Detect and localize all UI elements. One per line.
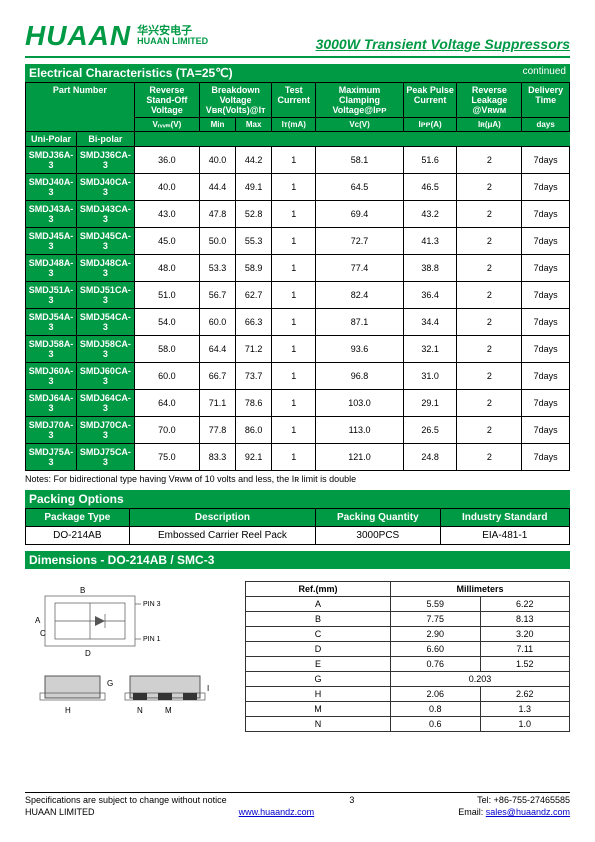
- pk-th-pkg: Package Type: [26, 509, 130, 527]
- pk-pkg: DO-214AB: [26, 527, 130, 545]
- logo-en: HUAAN LIMITED: [137, 37, 208, 47]
- table-row: H2.062.62: [246, 687, 570, 702]
- th-max: Max: [236, 118, 272, 132]
- th-vrwm: Vᵣᵥᵥₘ(V): [134, 118, 199, 132]
- svg-text:A: A: [35, 616, 41, 625]
- footer-web[interactable]: www.huaandz.com: [239, 807, 315, 817]
- svg-text:PIN 3: PIN 3: [143, 601, 161, 608]
- packing-table: Package Type Description Packing Quantit…: [25, 508, 570, 545]
- elec-section-bar: Electrical Characteristics (TA=25℃) cont…: [25, 64, 570, 82]
- table-row: SMDJ51A-3SMDJ51CA-351.056.762.7182.436.4…: [26, 282, 570, 309]
- svg-text:I: I: [207, 684, 209, 693]
- th-breakdown: Breakdown VoltageVʙʀ(Volts)@Iᴛ: [199, 83, 271, 118]
- svg-text:C: C: [40, 629, 46, 638]
- footer: Specifications are subject to change wit…: [25, 792, 570, 817]
- th-bipolar: Bi-polar: [77, 132, 135, 147]
- dims-diagram: PIN 3 PIN 1 B D A C H G N M: [25, 581, 225, 721]
- table-row: SMDJ58A-3SMDJ58CA-358.064.471.2193.632.1…: [26, 336, 570, 363]
- svg-text:PIN 1: PIN 1: [143, 636, 161, 643]
- dims-block: PIN 3 PIN 1 B D A C H G N M: [25, 581, 570, 732]
- packing-title: Packing Options: [29, 492, 124, 506]
- th-vc: Vᴄ(V): [316, 118, 403, 132]
- pk-qty: 3000PCS: [316, 527, 440, 545]
- th-ir: Iʀ(μA): [457, 118, 522, 132]
- table-row: SMDJ70A-3SMDJ70CA-370.077.886.01113.026.…: [26, 417, 570, 444]
- footer-email-link[interactable]: sales@huaandz.com: [486, 807, 570, 817]
- table-row: SMDJ75A-3SMDJ75CA-375.083.392.11121.024.…: [26, 444, 570, 471]
- page-header: HUAAN 华兴安电子 HUAAN LIMITED 3000W Transien…: [25, 20, 570, 58]
- th-unipolar: Uni-Polar: [26, 132, 77, 147]
- th-delivery: Delivery Time: [522, 83, 570, 118]
- elec-table: Part Number Reverse Stand-Off Voltage Br…: [25, 82, 570, 471]
- table-row: E0.761.52: [246, 657, 570, 672]
- dims-table: Ref.(mm) Millimeters A5.596.22B7.758.13C…: [245, 581, 570, 732]
- dims-section-bar: Dimensions - DO-214AB / SMC-3: [25, 551, 570, 569]
- pk-th-qty: Packing Quantity: [316, 509, 440, 527]
- footer-spec: Specifications are subject to change wit…: [25, 795, 227, 805]
- svg-text:M: M: [165, 706, 172, 715]
- elec-continued: continued: [523, 66, 566, 80]
- table-row: SMDJ64A-3SMDJ64CA-364.071.178.61103.029.…: [26, 390, 570, 417]
- svg-text:D: D: [85, 649, 91, 658]
- th-max-clamp: Maximum Clamping Voltage@Iᴘᴘ: [316, 83, 403, 118]
- svg-text:G: G: [107, 679, 113, 688]
- table-row: N0.61.0: [246, 717, 570, 732]
- packing-section-bar: Packing Options: [25, 490, 570, 508]
- table-row: D6.607.11: [246, 642, 570, 657]
- th-ipp: Iᴘᴘ(A): [403, 118, 457, 132]
- footer-page: 3: [349, 795, 354, 805]
- th-days: days: [522, 118, 570, 132]
- table-row: SMDJ48A-3SMDJ48CA-348.053.358.9177.438.8…: [26, 255, 570, 282]
- pk-th-desc: Description: [129, 509, 315, 527]
- pk-th-std: Industry Standard: [440, 509, 570, 527]
- footer-company: HUAAN LIMITED: [25, 807, 95, 817]
- elec-section-title: Electrical Characteristics (TA=25℃): [29, 66, 233, 80]
- doc-title: 3000W Transient Voltage Suppressors: [316, 36, 570, 52]
- table-row: C2.903.20: [246, 627, 570, 642]
- footer-tel: Tel: +86-755-27465585: [477, 795, 570, 805]
- th-reverse-leakage: Reverse Leakage @Vʀᴡᴍ: [457, 83, 522, 118]
- table-row: M0.81.3: [246, 702, 570, 717]
- th-test-current: Test Current: [272, 83, 316, 118]
- table-row: B7.758.13: [246, 612, 570, 627]
- th-min: Min: [199, 118, 235, 132]
- pk-desc: Embossed Carrier Reel Pack: [129, 527, 315, 545]
- th-peak-pulse: Peak Pulse Current: [403, 83, 457, 118]
- table-row: SMDJ60A-3SMDJ60CA-360.066.773.7196.831.0…: [26, 363, 570, 390]
- svg-text:H: H: [65, 706, 71, 715]
- logo-block: HUAAN 华兴安电子 HUAAN LIMITED: [25, 20, 208, 52]
- table-row: A5.596.22: [246, 597, 570, 612]
- table-row: SMDJ36A-3SMDJ36CA-336.040.044.2158.151.6…: [26, 147, 570, 174]
- table-row: SMDJ54A-3SMDJ54CA-354.060.066.3187.134.4…: [26, 309, 570, 336]
- dim-th-mm: Millimeters: [391, 582, 570, 597]
- th-reverse-standoff: Reverse Stand-Off Voltage: [134, 83, 199, 118]
- dim-th-ref: Ref.(mm): [246, 582, 391, 597]
- elec-note: Notes: For bidirectional type having Vʀᴡ…: [25, 474, 570, 484]
- table-row: SMDJ40A-3SMDJ40CA-340.044.449.1164.546.5…: [26, 174, 570, 201]
- table-row: G0.203: [246, 672, 570, 687]
- pk-std: EIA-481-1: [440, 527, 570, 545]
- svg-text:B: B: [80, 586, 85, 595]
- dims-title: Dimensions - DO-214AB / SMC-3: [29, 553, 214, 567]
- table-row: SMDJ45A-3SMDJ45CA-345.050.055.3172.741.3…: [26, 228, 570, 255]
- svg-text:N: N: [137, 706, 143, 715]
- table-row: SMDJ43A-3SMDJ43CA-343.047.852.8169.443.2…: [26, 201, 570, 228]
- th-it: Iᴛ(mA): [272, 118, 316, 132]
- logo-text: HUAAN: [25, 20, 131, 52]
- th-partnumber: Part Number: [26, 83, 135, 132]
- footer-email: Email: sales@huaandz.com: [458, 807, 570, 817]
